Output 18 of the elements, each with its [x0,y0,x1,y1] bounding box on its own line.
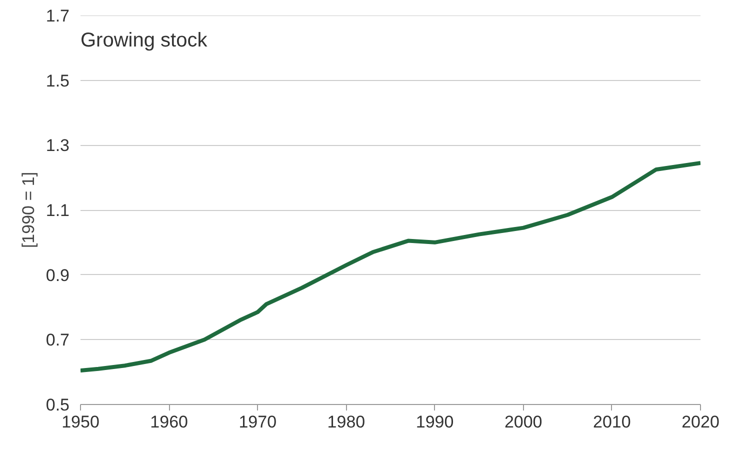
text: Growing stock [80,30,208,52]
x-tick-label: 1960 [150,412,188,432]
x-tick-label: 1980 [327,412,366,432]
y-tick-label: 0.5 [46,396,70,414]
line-series [80,160,700,372]
x-tick-label: 1950 [62,412,100,432]
x-tick-label: 1970 [238,412,277,432]
x-tick-label: 2020 [682,412,720,432]
y-tick-label: 1.5 [46,71,70,90]
y-tick-label: 1.3 [46,136,70,156]
y-tick-label: 1.1 [46,201,70,220]
y-tick-label: 1.7 [46,6,70,26]
y-axis-title: [1990 = 1] [18,172,38,248]
x-tick-label: 1990 [416,412,454,432]
x-tick-label: 2000 [504,412,542,432]
y-tick-label: 0.9 [46,266,70,285]
y-tick-label: 0.7 [46,330,70,350]
x-tick-label: 2010 [593,412,631,432]
